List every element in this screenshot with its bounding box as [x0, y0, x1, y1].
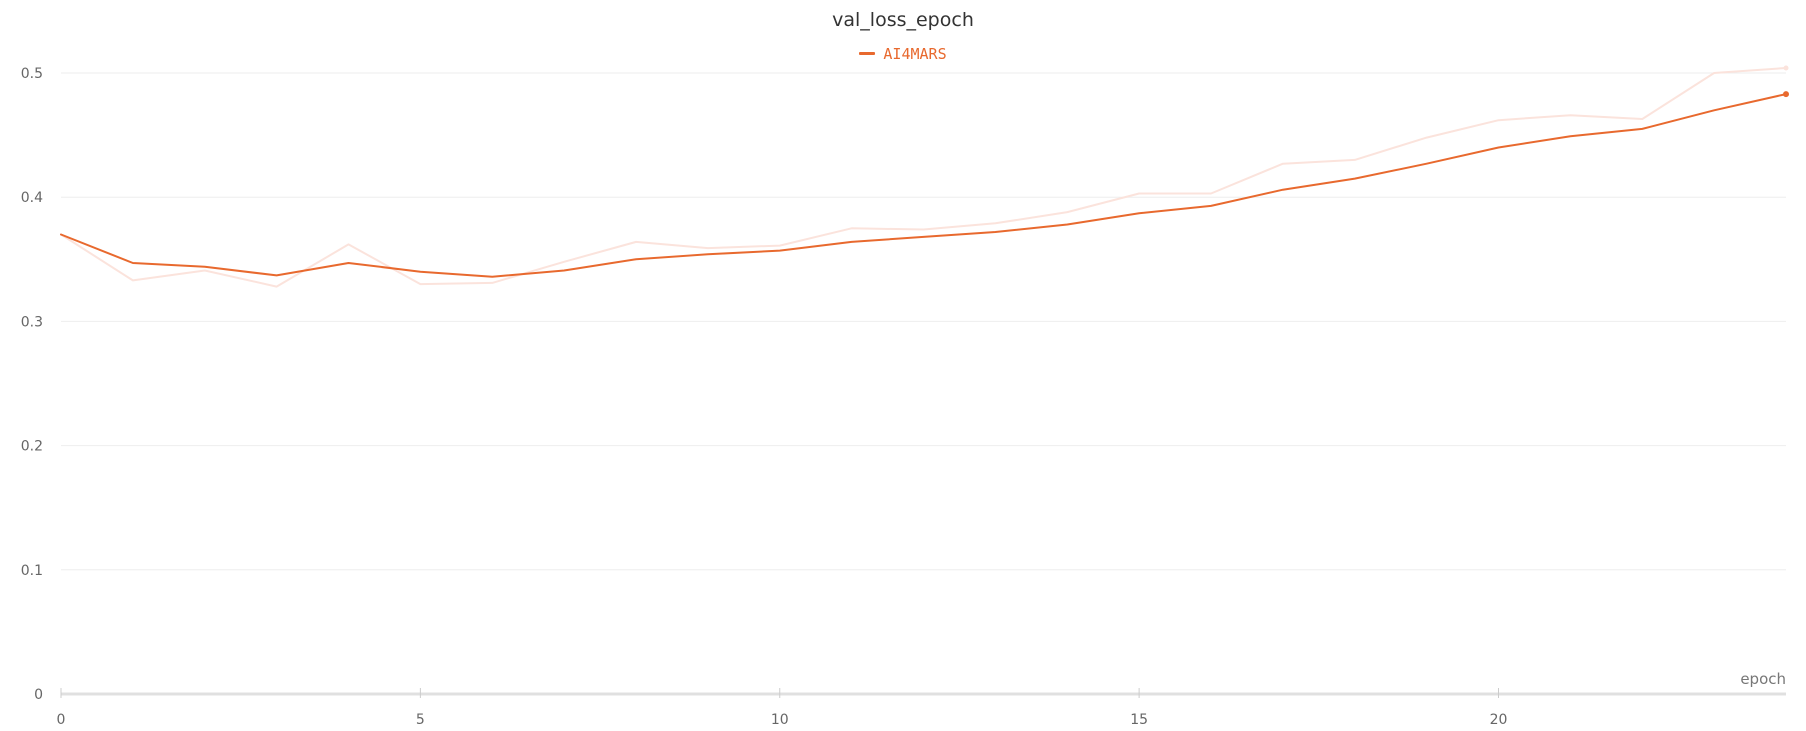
x-tick-label: 0: [57, 712, 66, 728]
y-tick-label: 0.3: [21, 314, 43, 330]
legend-item-ai4mars[interactable]: AI4MARS: [859, 44, 947, 63]
y-tick-label: 0.5: [21, 66, 43, 82]
series-raw-line: [60, 67, 1787, 288]
series-raw-endpoint: [1783, 65, 1789, 71]
y-tick-label: 0.4: [21, 190, 43, 206]
x-tick-label: 5: [416, 712, 425, 728]
legend-label: AI4MARS: [883, 44, 947, 63]
y-tick-label: 0.2: [21, 439, 43, 455]
series-endpoint-marker: [1783, 91, 1789, 98]
chart-title: val_loss_epoch: [832, 9, 974, 31]
legend-swatch: [859, 52, 876, 55]
legend[interactable]: AI4MARS: [0, 41, 1806, 63]
x-tick-label: 20: [1490, 712, 1508, 728]
x-axis-label: epoch: [1740, 670, 1786, 688]
x-tick-label: 10: [771, 712, 789, 728]
y-tick-label: 0.1: [21, 563, 43, 579]
x-tick-label: 15: [1130, 712, 1148, 728]
series-smoothed-line: [60, 93, 1787, 278]
y-tick-label: 0: [34, 687, 43, 703]
